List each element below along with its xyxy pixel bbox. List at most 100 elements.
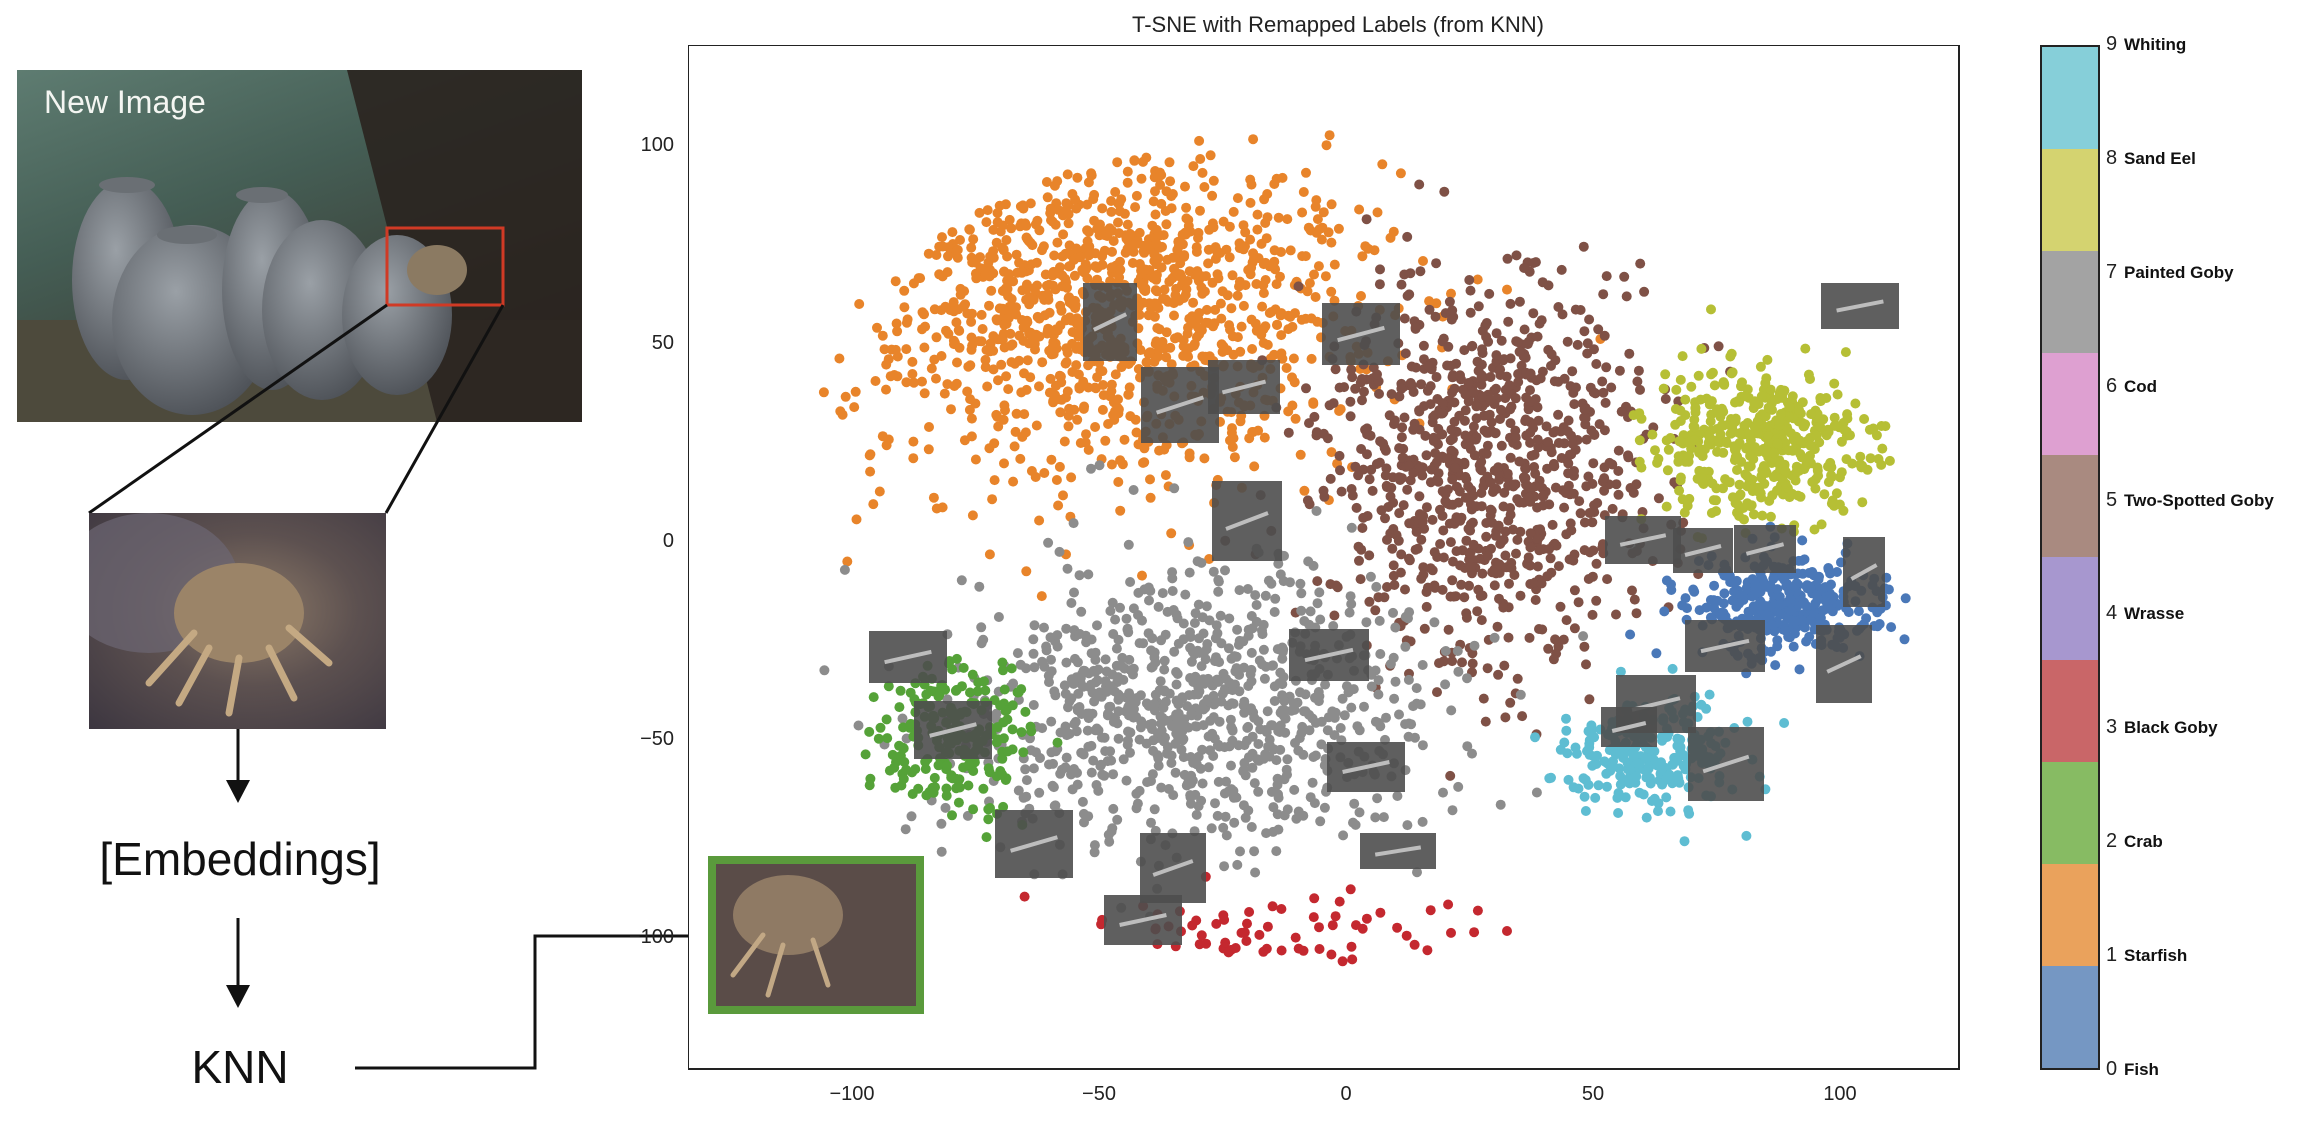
scatter-point — [1146, 776, 1156, 786]
scatter-point — [1146, 817, 1156, 828]
scatter-point — [1213, 586, 1224, 597]
scatter-point — [1125, 577, 1136, 587]
scatter-point — [1481, 448, 1492, 459]
scatter-point — [1472, 606, 1483, 617]
scatter-point — [1689, 422, 1700, 433]
scatter-point — [1277, 642, 1288, 653]
scatter-point — [1276, 348, 1287, 359]
scatter-point — [1466, 561, 1477, 572]
scatter-point — [1424, 296, 1435, 307]
scatter-point — [1013, 687, 1024, 698]
scatter-point — [883, 681, 894, 692]
scatter-point — [895, 685, 906, 696]
scatter-point — [1380, 513, 1390, 524]
scatter-point — [1088, 755, 1099, 766]
scatter-point — [1149, 652, 1160, 663]
scatter-point — [1742, 471, 1753, 482]
scatter-point — [1636, 462, 1647, 473]
scatter-point — [1366, 681, 1377, 692]
scatter-point — [1258, 644, 1269, 655]
scatter-point — [902, 314, 913, 325]
colorbar-tick-label: 1 — [2106, 944, 2118, 967]
scatter-point — [889, 762, 900, 773]
scatter-point — [1037, 357, 1048, 368]
scatter-point — [1324, 130, 1335, 141]
scatter-point — [1275, 744, 1286, 755]
scatter-point — [1410, 322, 1421, 333]
scatter-point — [1704, 432, 1715, 443]
scatter-point — [1251, 600, 1262, 610]
scatter-point — [985, 803, 995, 813]
scatter-point — [1210, 798, 1220, 809]
scatter-point — [1262, 189, 1273, 199]
scatter-point — [1807, 477, 1818, 487]
scatter-point — [1304, 499, 1315, 510]
scatter-point — [1361, 617, 1372, 628]
scatter-point — [999, 342, 1010, 353]
scatter-point — [1220, 565, 1230, 576]
scatter-point — [1110, 187, 1121, 197]
scatter-point — [1388, 652, 1399, 663]
scatter-point — [1503, 632, 1514, 643]
scatter-point — [1399, 412, 1410, 423]
scatter-point — [1083, 569, 1094, 580]
scatter-point — [1334, 450, 1345, 461]
scatter-point — [1228, 206, 1239, 217]
scatter-point — [1006, 663, 1017, 674]
scatter-point — [1275, 310, 1286, 321]
scatter-point — [1446, 424, 1457, 435]
scatter-point — [1734, 428, 1745, 439]
scatter-point — [1635, 384, 1645, 395]
scatter-point — [1475, 591, 1486, 602]
scatter-point — [1212, 628, 1223, 639]
scatter-point — [1704, 689, 1715, 700]
scatter-point — [899, 757, 910, 767]
scatter-point — [1607, 761, 1618, 772]
scatter-point — [1135, 690, 1146, 701]
scatter-point — [1471, 413, 1482, 424]
thumbnail-subject — [1221, 379, 1267, 395]
scatter-point — [1447, 575, 1458, 586]
scatter-point — [879, 344, 890, 355]
scatter-point — [1850, 398, 1861, 409]
scatter-point — [1206, 823, 1217, 834]
scatter-point — [1257, 301, 1268, 312]
scatter-point — [1311, 506, 1322, 516]
scatter-point — [1092, 675, 1103, 686]
scatter-point — [1046, 716, 1057, 727]
scatter-point — [1097, 251, 1108, 262]
scatter-point — [1020, 427, 1031, 438]
scatter-point — [1390, 622, 1401, 633]
scatter-point — [906, 811, 917, 822]
scatter-point — [1481, 331, 1492, 342]
scatter-point — [1345, 396, 1356, 407]
scatter-point — [1179, 769, 1190, 780]
scatter-point — [1276, 247, 1286, 257]
scatter-point — [1707, 367, 1718, 378]
scatter-point — [1039, 468, 1050, 478]
scatter-point — [891, 318, 902, 329]
scatter-point — [1682, 603, 1692, 614]
scatter-point — [1357, 523, 1368, 533]
scatter-point — [1583, 726, 1594, 737]
scatter-point — [1620, 792, 1631, 803]
scatter-point — [1861, 613, 1872, 624]
scatter-point — [984, 549, 995, 560]
scatter-point — [1364, 596, 1375, 607]
scatter-point — [1819, 489, 1830, 500]
scatter-point — [1873, 454, 1884, 464]
scatter-point — [1023, 338, 1034, 349]
scatter-point — [1259, 432, 1270, 443]
scatter-point — [1780, 625, 1790, 636]
scatter-point — [1365, 430, 1376, 441]
scatter-point — [963, 759, 974, 770]
scatter-point — [1709, 580, 1720, 591]
scatter-point — [1275, 667, 1286, 678]
scatter-point — [1015, 659, 1026, 670]
scatter-point — [1364, 550, 1375, 561]
scatter-point — [1241, 936, 1252, 946]
scatter-point — [1148, 745, 1159, 756]
scatter-point — [1100, 676, 1111, 687]
scatter-point — [1353, 470, 1364, 481]
scatter-point — [1304, 709, 1315, 720]
